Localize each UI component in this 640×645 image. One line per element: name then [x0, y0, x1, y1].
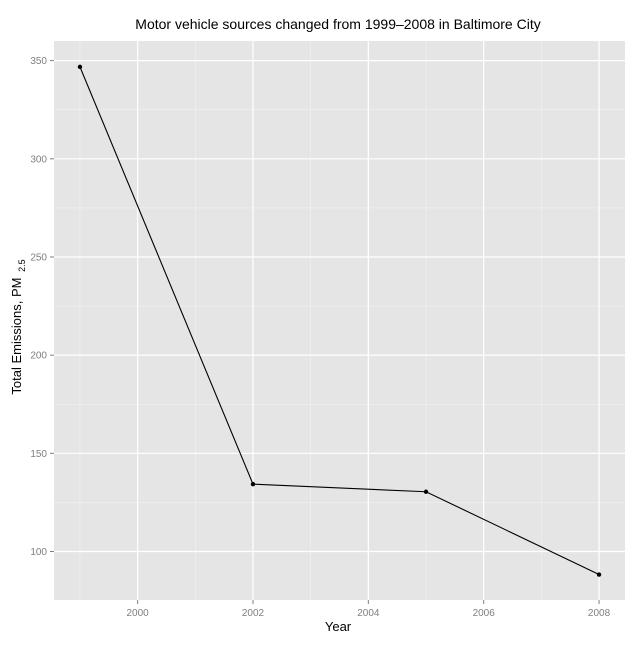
grid-lines — [54, 41, 625, 600]
x-tick-label: 2000 — [127, 608, 150, 619]
chart-title: Motor vehicle sources changed from 1999–… — [135, 16, 540, 32]
x-axis-title: Year — [325, 619, 352, 634]
panel-background — [54, 41, 625, 600]
y-axis-title-main: Total Emissions, PM — [9, 278, 24, 395]
y-tick-label: 200 — [30, 351, 47, 362]
y-tick-label: 300 — [30, 154, 47, 165]
data-point — [250, 481, 256, 487]
y-tick-label: 250 — [30, 252, 47, 263]
axis-layer: 2000 2002 2004 2006 2008 100 150 200 250 300 350 — [30, 56, 610, 619]
y-axis-title: Total Emissions, PM 2.5 — [9, 259, 27, 394]
series-line — [79, 66, 600, 576]
x-tick-label: 2002 — [242, 608, 265, 619]
y-tick-label: 350 — [30, 56, 47, 67]
data-point — [77, 64, 83, 70]
plot-panel — [54, 41, 625, 600]
data-point — [423, 489, 429, 494]
y-tick-label: 100 — [30, 547, 47, 558]
x-tick-label: 2004 — [357, 608, 380, 619]
y-tick-label: 150 — [30, 449, 47, 460]
series-layer — [77, 64, 602, 577]
data-point — [596, 572, 602, 577]
y-axis-title-subscript: 2.5 — [17, 259, 27, 272]
x-tick-label: 2006 — [473, 608, 496, 619]
x-tick-label: 2008 — [588, 608, 611, 619]
